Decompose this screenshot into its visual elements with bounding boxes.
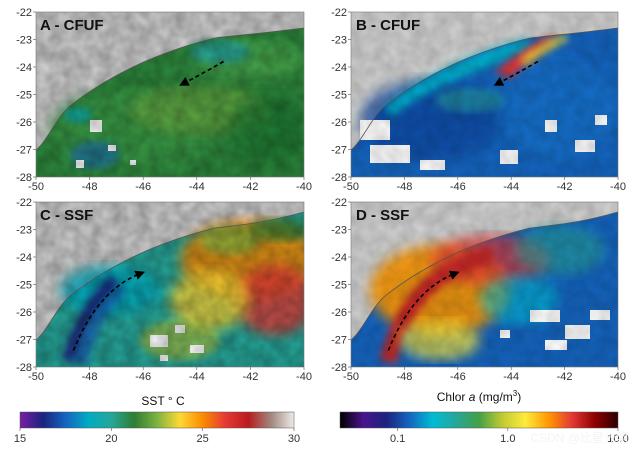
sst-colorbar-tick-label: 15 (14, 433, 26, 445)
chl-colorbar-bar (339, 411, 619, 429)
y-tick-label: -22 (331, 197, 347, 209)
y-tick-label: -24 (331, 252, 347, 264)
panel-b-title: B - CFUF (356, 17, 420, 34)
panel-b-axes: -50 -48 -46 -44 -42 -40 -22 -23 -24 -25 -26 -27 -28 (331, 7, 626, 193)
y-tick-label: -25 (16, 280, 32, 292)
sst-colorbar-label: SST ° C (141, 394, 185, 408)
chl-colorbar-ticks: 0.1 1.0 10.0 (390, 428, 629, 445)
panel-c-title: C - SSF (40, 207, 93, 224)
y-tick-label: -25 (331, 280, 347, 292)
panel-d: D - SSF -50 -48 -46 -44 -42 -40 -22 -23 -24 -25 -2… (331, 197, 626, 383)
y-tick-label: -23 (331, 35, 347, 47)
x-tick-label: -50 (28, 181, 44, 193)
chl-colorbar-tick-label: 10.0 (607, 433, 628, 445)
y-tick-label: -27 (16, 145, 32, 157)
panel-d-axes: -50 -48 -46 -44 -42 -40 -22 -23 -24 -25 -26 -27 -28 (331, 197, 626, 383)
x-tick-label: -40 (296, 371, 312, 383)
y-tick-label: -22 (16, 197, 32, 209)
x-tick-label: -42 (557, 181, 573, 193)
chl-colorbar-tick-label: 1.0 (500, 433, 515, 445)
y-tick-label: -27 (331, 335, 347, 347)
x-tick-label: -44 (503, 371, 519, 383)
x-tick-label: -42 (242, 181, 258, 193)
sst-colorbar-tick-label: 25 (197, 433, 209, 445)
x-tick-label: -46 (450, 181, 466, 193)
y-tick-label: -26 (16, 117, 32, 129)
panel-a-axes: -50 -48 -46 -44 -42 -40 -22 -23 -24 -25 -26 -27 -28 (16, 7, 312, 193)
y-tick-label: -22 (331, 7, 347, 19)
y-tick-label: -28 (16, 172, 32, 184)
y-tick-label: -23 (16, 35, 32, 47)
y-tick-label: -28 (331, 362, 347, 374)
y-tick-label: -26 (331, 117, 347, 129)
panel-d-title: D - SSF (356, 207, 409, 224)
chl-colorbar: Chlor a (mg/m3) 0.1 1.0 10.0 (339, 389, 629, 445)
x-tick-label: -42 (557, 371, 573, 383)
panel-a-arrow (179, 60, 224, 86)
x-tick-label: -50 (343, 181, 359, 193)
panel-a: A - CFUF -50 -48 -46 -44 -42 -40-22-23-24-25-… (16, 7, 312, 193)
x-tick-label: -40 (296, 181, 312, 193)
y-tick-label: -23 (16, 225, 32, 237)
y-tick-label: -23 (331, 225, 347, 237)
x-tick-label: -44 (189, 371, 205, 383)
y-tick-label: -27 (16, 335, 32, 347)
x-tick-label: -48 (396, 371, 412, 383)
chl-colorbar-tick-label: 0.1 (390, 433, 405, 445)
panel-b: B - CFUF -50 -48 -46 -44 -42 -40-22-23-24-25-… (331, 7, 626, 193)
x-tick-label: -46 (450, 371, 466, 383)
watermark: CSDN @比星光明 (530, 431, 628, 445)
x-tick-label: -44 (189, 181, 205, 193)
x-tick-label: -48 (82, 371, 98, 383)
panel-c-arrow (72, 270, 145, 351)
y-tick-label: -24 (16, 62, 32, 74)
y-tick-label: -27 (331, 145, 347, 157)
y-tick-label: -22 (16, 7, 32, 19)
chl-colorbar-label: Chlor a (mg/m3) (437, 389, 522, 404)
x-tick-label: -40 (610, 371, 626, 383)
y-tick-label: -28 (331, 172, 347, 184)
x-tick-label: -50 (343, 371, 359, 383)
panel-c-axes: -50 -48 -46 -44 -42 -40 -22 -23 -24 -25 -26 -27 -28 (16, 197, 312, 383)
y-tick-label: -28 (16, 362, 32, 374)
x-tick-label: -46 (135, 181, 151, 193)
sst-colorbar-bar (19, 411, 295, 429)
x-tick-label: -48 (82, 181, 98, 193)
x-tick-label: -40 (610, 181, 626, 193)
x-tick-label: -46 (135, 371, 151, 383)
panel-d-arrow (387, 270, 460, 351)
x-tick-label: -48 (396, 181, 412, 193)
panel-a-title: A - CFUF (40, 17, 104, 34)
y-tick-label: -25 (331, 90, 347, 102)
x-tick-label: -44 (503, 181, 519, 193)
y-tick-label: -24 (16, 252, 32, 264)
y-tick-label: -26 (16, 307, 32, 319)
x-tick-label: -50 (28, 371, 44, 383)
sst-colorbar-tick-label: 20 (105, 433, 117, 445)
x-tick-label: -42 (242, 371, 258, 383)
panel-b-arrow (493, 60, 539, 86)
y-tick-label: -25 (16, 90, 32, 102)
sst-colorbar-tick-label: 30 (288, 433, 300, 445)
y-tick-label: -24 (331, 62, 347, 74)
sst-colorbar: SST ° C 15 20 25 30 (14, 394, 300, 445)
y-tick-label: -26 (331, 307, 347, 319)
panel-c: C - SSF -50 -48 -46 -44 -42 -40 -22 -23 -24 -25 -2… (16, 197, 312, 383)
sst-colorbar-ticks: 15 20 25 30 (14, 428, 300, 445)
